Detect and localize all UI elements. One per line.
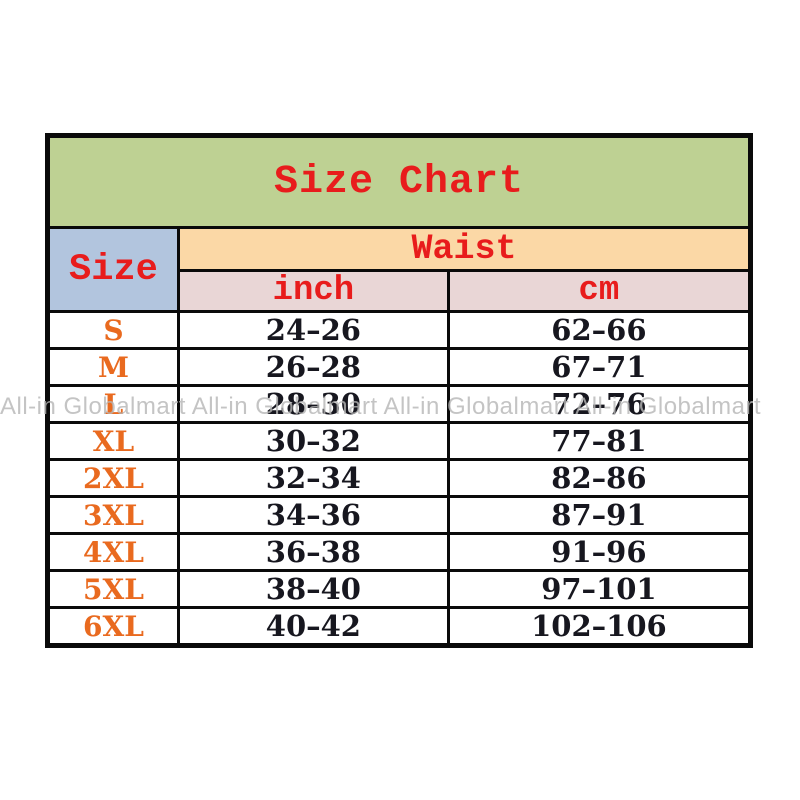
table-row: 6XL 40–42 102–106	[46, 606, 753, 647]
cm-value-cell: 72–76	[446, 384, 753, 424]
cm-value-cell: 82–86	[446, 458, 753, 498]
inch-value-cell: 32–34	[176, 458, 450, 498]
size-chart-table: Size Chart Size Waist inch cm S 24–26 62…	[45, 133, 753, 648]
size-label-cell: S	[46, 310, 180, 350]
size-label-cell: M	[46, 347, 180, 387]
size-label-cell: 4XL	[46, 532, 180, 572]
table-row: L 28–30 72–76	[46, 384, 753, 424]
inch-value-cell: 36–38	[176, 532, 450, 572]
size-chart-title: Size Chart	[46, 134, 752, 229]
cm-value-cell: 87–91	[446, 495, 753, 535]
table-row: XL 30–32 77–81	[46, 421, 753, 461]
cm-value-cell: 97–101	[446, 569, 753, 609]
cm-value-cell: 102–106	[446, 606, 753, 647]
inch-value-cell: 28–30	[176, 384, 450, 424]
size-column-header: Size	[46, 226, 180, 313]
group-header-row: Size Waist	[46, 226, 753, 313]
inch-value-cell: 26–28	[176, 347, 450, 387]
cm-column-header: cm	[446, 269, 753, 313]
inch-value-cell: 34–36	[176, 495, 450, 535]
cm-value-cell: 62–66	[446, 310, 753, 350]
inch-column-header: inch	[176, 269, 450, 313]
table-row: 4XL 36–38 91–96	[46, 532, 753, 572]
unit-header-row: inch cm	[48, 269, 753, 313]
inch-value-cell: 24–26	[176, 310, 450, 350]
table-row: M 26–28 67–71	[46, 347, 753, 387]
table-row: 3XL 34–36 87–91	[46, 495, 753, 535]
size-chart-container: Size Chart Size Waist inch cm S 24–26 62…	[45, 133, 753, 648]
size-label-cell: 6XL	[46, 606, 180, 647]
size-label-cell: 2XL	[46, 458, 180, 498]
inch-value-cell: 38–40	[176, 569, 450, 609]
table-row: S 24–26 62–66	[46, 310, 753, 350]
cm-value-cell: 77–81	[446, 421, 753, 461]
size-label-cell: XL	[46, 421, 180, 461]
inch-value-cell: 30–32	[176, 421, 450, 461]
title-row: Size Chart	[46, 134, 752, 229]
size-label-cell: L	[46, 384, 180, 424]
size-label-cell: 5XL	[46, 569, 180, 609]
cm-value-cell: 91–96	[446, 532, 753, 572]
size-label-cell: 3XL	[46, 495, 180, 535]
table-row: 2XL 32–34 82–86	[46, 458, 753, 498]
waist-column-header: Waist	[176, 226, 753, 272]
table-row: 5XL 38–40 97–101	[46, 569, 753, 609]
cm-value-cell: 67–71	[446, 347, 753, 387]
inch-value-cell: 40–42	[176, 606, 450, 647]
